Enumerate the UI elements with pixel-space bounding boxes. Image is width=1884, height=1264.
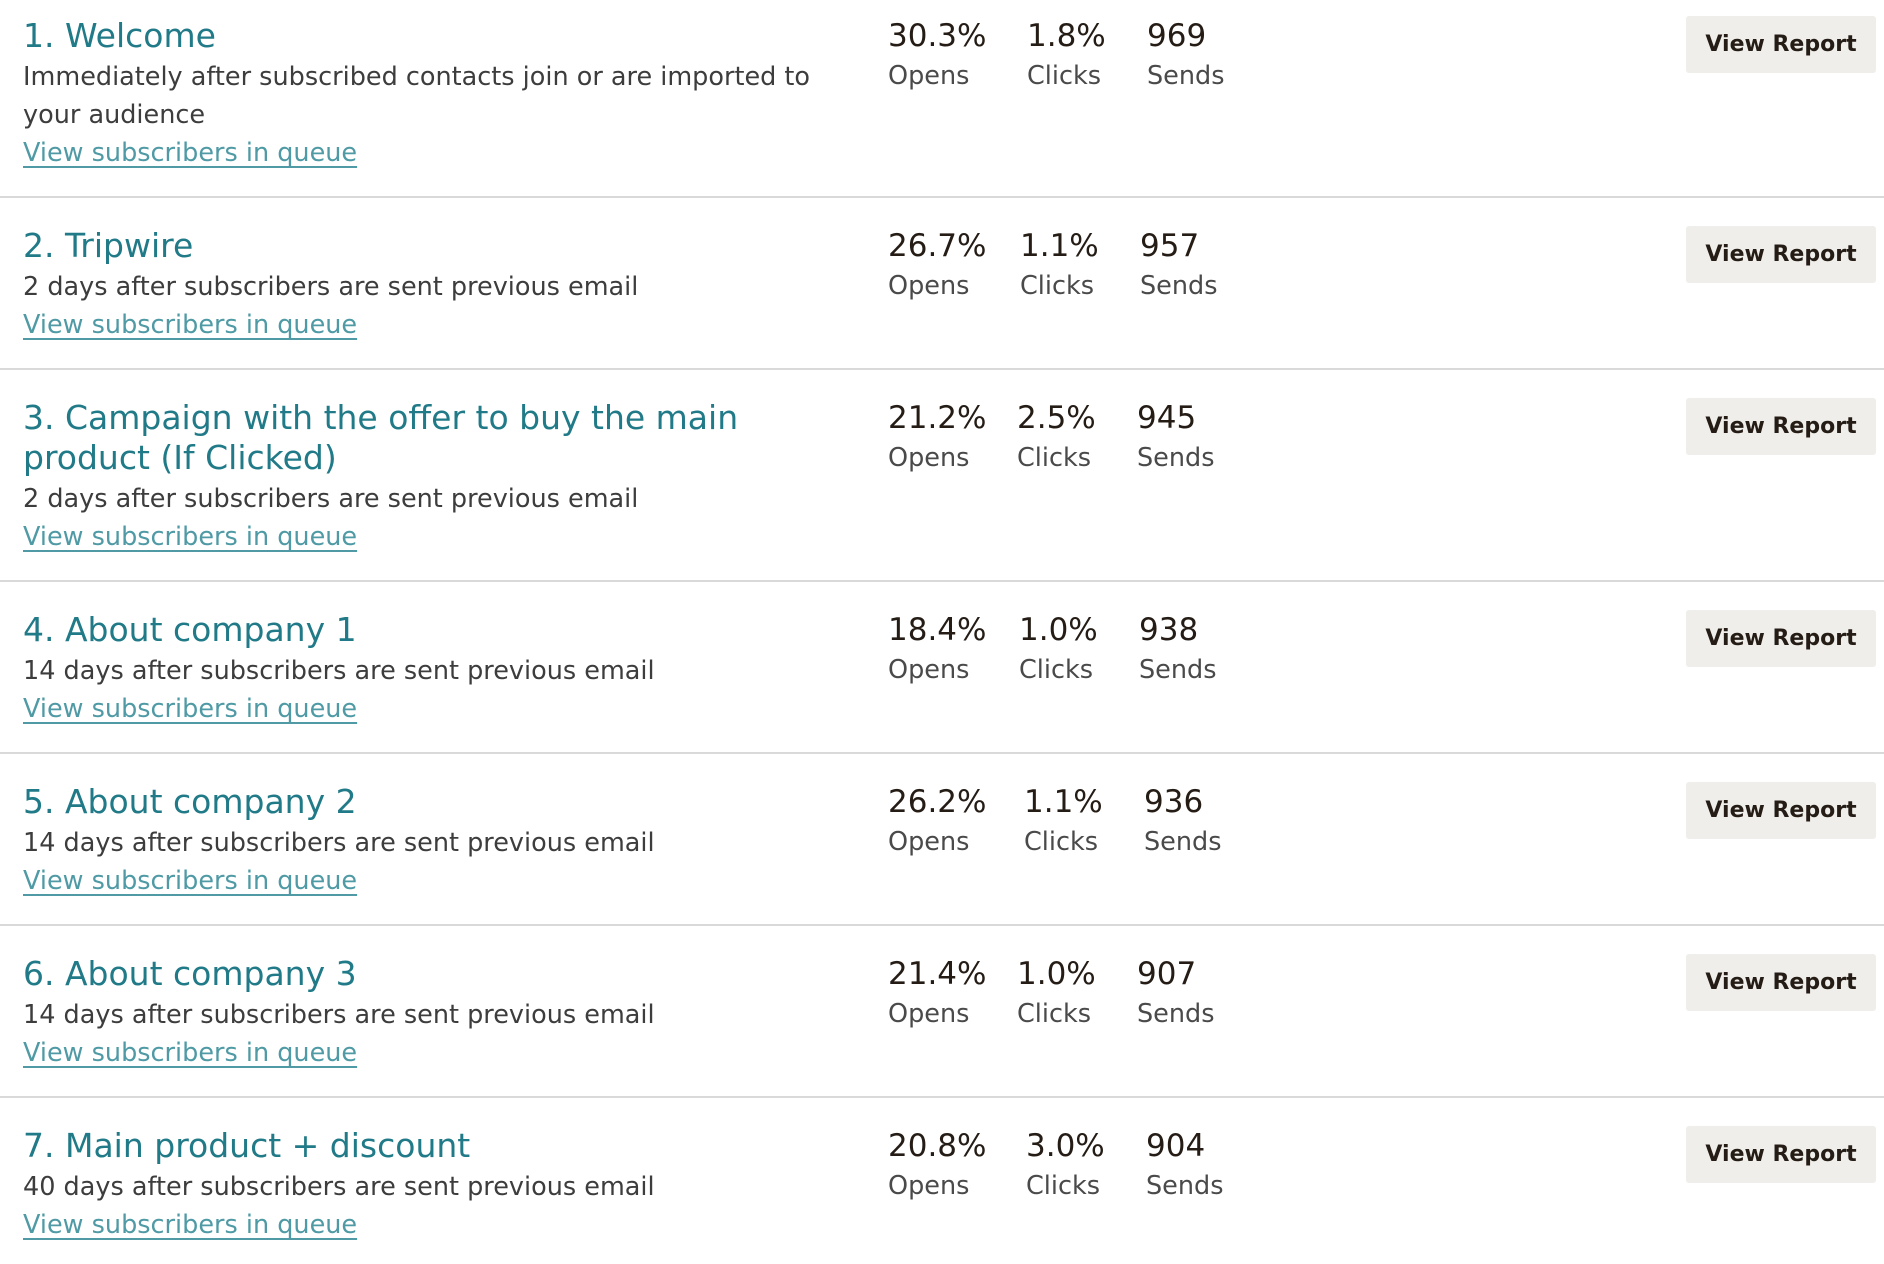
email-schedule: 2 days after subscribers are sent previo…: [23, 484, 639, 514]
view-report-button[interactable]: View Report: [1686, 782, 1876, 839]
sends-value: 969: [1147, 18, 1207, 54]
sends-value: 945: [1137, 400, 1197, 436]
sends-label: Sends: [1144, 827, 1222, 857]
clicks-value: 1.1%: [1020, 228, 1099, 264]
view-report-button[interactable]: View Report: [1686, 16, 1876, 73]
email-title: 6. About company 3: [23, 954, 357, 993]
email-schedule: 14 days after subscribers are sent previ…: [23, 656, 655, 686]
clicks-label: Clicks: [1017, 443, 1092, 473]
clicks-stat: 1.8% Clicks: [1027, 16, 1106, 96]
opens-stat: 21.4% Opens: [888, 954, 986, 1034]
view-subscribers-queue-link[interactable]: View subscribers in queue: [23, 522, 358, 552]
opens-stat: 30.3% Opens: [888, 16, 986, 96]
sends-stat: 907 Sends: [1137, 954, 1215, 1034]
sends-stat: 969 Sends: [1147, 16, 1225, 96]
opens-value: 30.3%: [888, 18, 987, 54]
email-row-5: 5. About company 2 14 days after subscri…: [0, 754, 1884, 926]
email-schedule: 14 days after subscribers are sent previ…: [23, 828, 655, 858]
view-subscribers-queue-link[interactable]: View subscribers in queue: [23, 1210, 358, 1240]
view-report-button[interactable]: View Report: [1686, 1126, 1876, 1183]
clicks-value: 1.1%: [1024, 784, 1103, 820]
email-title: 1. Welcome: [23, 16, 216, 55]
opens-label: Opens: [888, 1171, 970, 1201]
view-subscribers-queue-link[interactable]: View subscribers in queue: [23, 138, 358, 168]
clicks-stat: 2.5% Clicks: [1017, 398, 1096, 478]
email-schedule: 14 days after subscribers are sent previ…: [23, 1000, 655, 1030]
email-row-2: 2. Tripwire 2 days after subscribers are…: [0, 198, 1884, 370]
view-subscribers-queue-link[interactable]: View subscribers in queue: [23, 694, 358, 724]
sends-value: 938: [1139, 612, 1199, 648]
clicks-value: 2.5%: [1017, 400, 1096, 436]
opens-stat: 21.2% Opens: [888, 398, 986, 478]
opens-stat: 26.2% Opens: [888, 782, 986, 862]
clicks-stat: 1.1% Clicks: [1020, 226, 1099, 306]
clicks-value: 1.0%: [1019, 612, 1098, 648]
email-title: 7. Main product + discount: [23, 1126, 471, 1165]
sends-stat: 936 Sends: [1144, 782, 1222, 862]
sends-label: Sends: [1146, 1171, 1224, 1201]
sends-label: Sends: [1137, 443, 1215, 473]
opens-value: 26.7%: [888, 228, 987, 264]
clicks-value: 3.0%: [1026, 1128, 1105, 1164]
email-schedule: 2 days after subscribers are sent previo…: [23, 272, 639, 302]
view-subscribers-queue-link[interactable]: View subscribers in queue: [23, 866, 358, 896]
clicks-label: Clicks: [1017, 999, 1092, 1029]
opens-label: Opens: [888, 443, 970, 473]
sends-stat: 957 Sends: [1140, 226, 1218, 306]
clicks-label: Clicks: [1020, 271, 1095, 301]
sends-value: 957: [1140, 228, 1200, 264]
email-schedule: Immediately after subscribed contacts jo…: [23, 62, 811, 130]
view-report-button[interactable]: View Report: [1686, 954, 1876, 1011]
view-report-button[interactable]: View Report: [1686, 226, 1876, 283]
sends-label: Sends: [1147, 61, 1225, 91]
opens-stat: 20.8% Opens: [888, 1126, 986, 1206]
view-report-button[interactable]: View Report: [1686, 610, 1876, 667]
opens-label: Opens: [888, 999, 970, 1029]
opens-value: 20.8%: [888, 1128, 987, 1164]
email-title: 5. About company 2: [23, 782, 357, 821]
opens-stat: 18.4% Opens: [888, 610, 986, 690]
opens-label: Opens: [888, 655, 970, 685]
opens-label: Opens: [888, 271, 970, 301]
sends-label: Sends: [1139, 655, 1217, 685]
clicks-label: Clicks: [1026, 1171, 1101, 1201]
clicks-value: 1.0%: [1017, 956, 1096, 992]
opens-stat: 26.7% Opens: [888, 226, 986, 306]
clicks-value: 1.8%: [1027, 18, 1106, 54]
sends-stat: 904 Sends: [1146, 1126, 1224, 1206]
sends-label: Sends: [1140, 271, 1218, 301]
email-row-3: 3. Campaign with the offer to buy the ma…: [0, 370, 1884, 582]
email-title: 2. Tripwire: [23, 226, 194, 265]
view-subscribers-queue-link[interactable]: View subscribers in queue: [23, 1038, 358, 1068]
view-report-button[interactable]: View Report: [1686, 398, 1876, 455]
opens-label: Opens: [888, 827, 970, 857]
opens-value: 21.4%: [888, 956, 987, 992]
clicks-label: Clicks: [1027, 61, 1102, 91]
clicks-stat: 3.0% Clicks: [1026, 1126, 1105, 1206]
email-row-7: 7. Main product + discount 40 days after…: [0, 1098, 1884, 1264]
clicks-stat: 1.0% Clicks: [1019, 610, 1098, 690]
clicks-label: Clicks: [1019, 655, 1094, 685]
opens-value: 18.4%: [888, 612, 987, 648]
sends-value: 904: [1146, 1128, 1206, 1164]
email-row-1: 1. Welcome Immediately after subscribed …: [0, 0, 1884, 198]
sends-value: 907: [1137, 956, 1197, 992]
clicks-label: Clicks: [1024, 827, 1099, 857]
clicks-stat: 1.0% Clicks: [1017, 954, 1096, 1034]
sends-stat: 938 Sends: [1139, 610, 1217, 690]
view-subscribers-queue-link[interactable]: View subscribers in queue: [23, 310, 358, 340]
email-schedule: 40 days after subscribers are sent previ…: [23, 1172, 655, 1202]
clicks-stat: 1.1% Clicks: [1024, 782, 1103, 862]
email-row-4: 4. About company 1 14 days after subscri…: [0, 582, 1884, 754]
email-title: 3. Campaign with the offer to buy the ma…: [23, 398, 739, 477]
opens-label: Opens: [888, 61, 970, 91]
opens-value: 26.2%: [888, 784, 987, 820]
sends-stat: 945 Sends: [1137, 398, 1215, 478]
email-row-6: 6. About company 3 14 days after subscri…: [0, 926, 1884, 1098]
opens-value: 21.2%: [888, 400, 987, 436]
email-title: 4. About company 1: [23, 610, 357, 649]
sends-label: Sends: [1137, 999, 1215, 1029]
sends-value: 936: [1144, 784, 1204, 820]
